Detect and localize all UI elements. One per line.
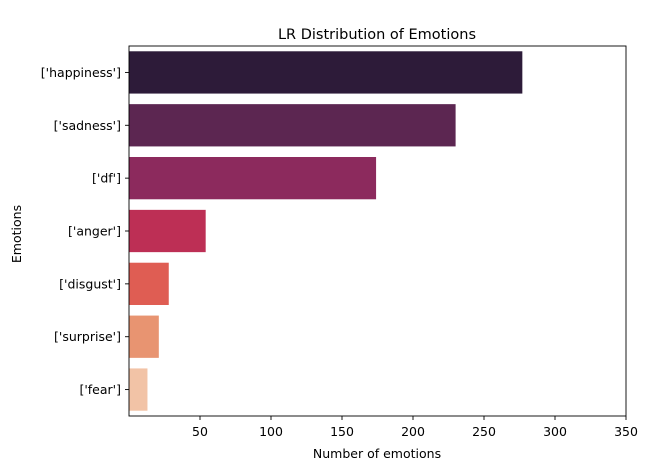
y-tick-label: ['disgust'] <box>59 276 121 291</box>
y-ticks-group: ['happiness'] ['sadness'] ['df'] ['anger'] [… <box>41 65 129 397</box>
x-tick-label: 350 <box>614 424 638 439</box>
bars-group <box>129 51 523 411</box>
x-tick-label: 200 <box>401 424 425 439</box>
bar <box>129 157 377 200</box>
chart-title: LR Distribution of Emotions <box>278 27 476 43</box>
plot-frame <box>128 45 627 417</box>
y-tick-label: ['df'] <box>92 171 121 186</box>
x-tick-label: 50 <box>192 424 208 439</box>
bar <box>129 315 159 358</box>
y-axis-label: Emotions <box>9 205 24 263</box>
y-tick-label: ['sadness'] <box>54 118 121 133</box>
x-axis-label: Number of emotions <box>313 446 441 461</box>
bar <box>129 368 148 411</box>
bar <box>129 104 456 147</box>
x-ticks-group: 50 100 150 200 250 300 350 <box>192 416 638 439</box>
bar <box>129 262 169 305</box>
bar <box>129 51 523 94</box>
x-tick-label: 150 <box>330 424 354 439</box>
x-tick-label: 300 <box>543 424 567 439</box>
y-tick-label: ['happiness'] <box>41 65 121 80</box>
bar <box>129 209 206 253</box>
y-tick-label: ['surprise'] <box>54 329 121 344</box>
x-tick-label: 100 <box>259 424 283 439</box>
y-tick-label: ['anger'] <box>68 224 121 239</box>
x-tick-label: 250 <box>472 424 496 439</box>
y-tick-label: ['fear'] <box>79 382 121 397</box>
